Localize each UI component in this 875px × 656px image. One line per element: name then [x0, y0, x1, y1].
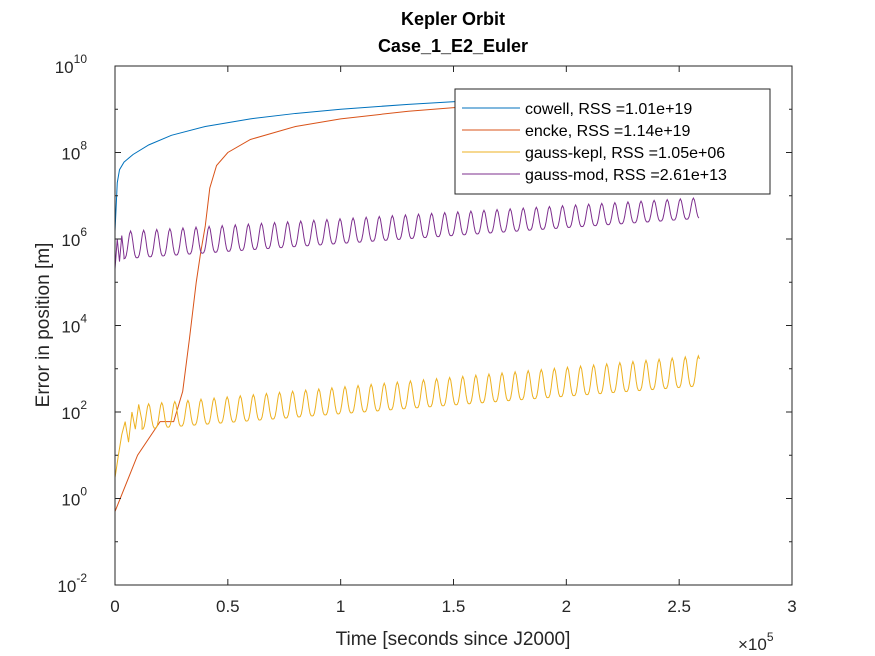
x-axis-exponent: ×105 [738, 630, 774, 654]
x-tick-label: 0 [110, 597, 119, 616]
y-tick-base: 10 [61, 145, 80, 164]
y-tick-label: 106 [61, 225, 87, 250]
y-tick-exp: 4 [80, 312, 87, 326]
y-tick-base: 10 [61, 318, 80, 337]
y-tick-exp: 10 [74, 52, 88, 66]
y-tick-base: 10 [61, 231, 80, 250]
y-axis-label: Error in position [m] [33, 243, 54, 408]
x-axis-label: Time [seconds since J2000] [336, 629, 571, 650]
legend-label: encke, RSS =1.14e+19 [525, 123, 691, 140]
y-tick-base: 10 [55, 58, 74, 77]
x-tick-label: 1.5 [442, 597, 466, 616]
legend-box [454, 88, 771, 195]
y-tick-label: 104 [61, 312, 87, 337]
y-tick-base: 10 [61, 404, 80, 423]
y-tick-exp: 2 [80, 398, 87, 412]
legend-label: gauss-kepl, RSS =1.05e+06 [525, 145, 725, 162]
y-tick-label: 102 [61, 398, 87, 423]
y-tick-label: 10-2 [57, 571, 87, 596]
y-tick-exp: 0 [80, 485, 87, 499]
x-tick-label: 1 [336, 597, 345, 616]
x-axis-ticks: 0 0.5 1 1.5 2 2.5 3 [110, 66, 797, 616]
series-line-2 [114, 354, 700, 478]
legend-label: cowell, RSS =1.01e+19 [525, 101, 692, 118]
x-tick-label: 2.5 [667, 597, 691, 616]
chart-subtitle: Case_1_E2_Euler [378, 36, 528, 56]
x-tick-label: 3 [787, 597, 796, 616]
y-tick-label: 108 [61, 139, 87, 164]
y-tick-exp: 6 [80, 225, 87, 239]
x-axis-exponent-power: 5 [767, 630, 774, 644]
legend-label: gauss-mod, RSS =2.61e+13 [525, 167, 727, 184]
y-tick-label: 1010 [55, 52, 88, 77]
chart-title: Kepler Orbit [401, 9, 505, 29]
x-tick-label: 2 [562, 597, 571, 616]
y-tick-base: 10 [61, 491, 80, 510]
series-line-3 [114, 196, 700, 270]
x-axis-exponent-base: ×10 [738, 635, 767, 654]
y-tick-exp: -2 [76, 571, 87, 585]
legend: cowell, RSS =1.01e+19 encke, RSS =1.14e+1… [454, 88, 771, 195]
x-tick-label: 0.5 [216, 597, 240, 616]
y-tick-base: 10 [57, 577, 76, 596]
y-tick-exp: 8 [80, 139, 87, 153]
y-tick-label: 100 [61, 485, 87, 510]
